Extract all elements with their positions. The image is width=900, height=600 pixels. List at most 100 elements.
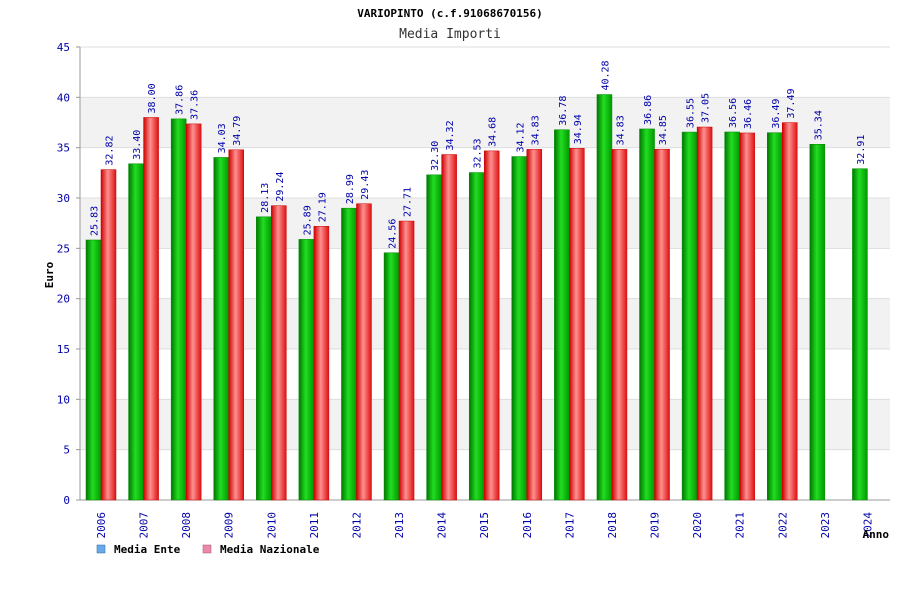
x-tick-label: 2013 xyxy=(393,512,406,539)
value-label: 32.82 xyxy=(105,136,116,166)
value-label: 37.86 xyxy=(175,85,186,115)
x-tick-label: 2018 xyxy=(606,512,619,539)
y-tick-label: 15 xyxy=(57,343,70,356)
value-label: 37.36 xyxy=(190,90,201,120)
bar-media-ente-2022 xyxy=(767,132,783,501)
value-labels: 25.83 32.82 33.40 38.00 37.86 37.36 34.03 34.79… xyxy=(90,60,867,248)
value-label: 29.43 xyxy=(360,170,371,200)
value-label: 25.89 xyxy=(302,205,313,235)
x-tick-label: 2011 xyxy=(308,512,321,539)
value-label: 34.85 xyxy=(658,115,669,145)
bar-media-nazionale-2017 xyxy=(569,148,585,501)
x-tick-label: 2021 xyxy=(734,512,747,539)
legend: Media Ente Media Nazionale xyxy=(96,543,320,556)
legend-swatch-media-ente xyxy=(96,544,106,554)
x-axis-label: Anno xyxy=(863,528,890,541)
value-label: 32.91 xyxy=(856,135,867,165)
x-tick-label: 2020 xyxy=(691,512,704,539)
bar-media-nazionale-2020 xyxy=(696,126,713,501)
value-label: 36.49 xyxy=(771,99,782,129)
value-label: 27.71 xyxy=(403,187,414,217)
bar-media-nazionale-2021 xyxy=(739,132,755,501)
bar-media-ente-2012 xyxy=(341,207,357,501)
x-tick-label: 2022 xyxy=(776,512,789,539)
bar-media-nazionale-2012 xyxy=(356,203,372,501)
bar-media-nazionale-2008 xyxy=(185,123,202,501)
bar-media-ente-2009 xyxy=(213,157,229,501)
bar-media-ente-2008 xyxy=(170,118,187,501)
plot-band xyxy=(80,47,890,98)
bar-media-ente-2018 xyxy=(596,94,613,501)
y-tick-label: 30 xyxy=(57,192,70,205)
x-tick-label: 2007 xyxy=(138,512,151,539)
value-label: 32.30 xyxy=(430,141,441,171)
value-label: 36.78 xyxy=(558,96,569,126)
value-label: 36.86 xyxy=(643,95,654,125)
value-label: 34.79 xyxy=(232,116,243,146)
chart-title: VARIOPINTO (c.f.91068670156) xyxy=(357,7,542,20)
bar-media-ente-2006 xyxy=(85,239,102,501)
x-tick-label: 2009 xyxy=(223,512,236,539)
value-label: 34.68 xyxy=(488,117,499,147)
bar-media-ente-2014 xyxy=(426,174,442,501)
y-tick-label: 35 xyxy=(57,142,70,155)
value-label: 37.05 xyxy=(701,93,712,123)
x-tick-label: 2008 xyxy=(180,512,193,539)
legend-swatch-media-nazionale xyxy=(202,544,212,554)
value-label: 34.83 xyxy=(615,115,626,145)
bar-media-nazionale-2013 xyxy=(398,220,415,501)
value-label: 34.03 xyxy=(217,123,228,153)
bar-media-ente-2016 xyxy=(511,156,528,501)
bar-media-nazionale-2022 xyxy=(782,122,798,501)
plot-band xyxy=(80,97,890,148)
value-label: 36.55 xyxy=(686,98,697,128)
y-tick-label: 40 xyxy=(57,91,70,104)
value-label: 34.94 xyxy=(573,114,584,144)
value-label: 34.32 xyxy=(445,120,456,150)
value-label: 34.12 xyxy=(515,122,526,152)
bar-media-nazionale-2019 xyxy=(654,148,670,501)
x-tick-label: 2024 xyxy=(861,512,874,539)
bar-media-nazionale-2011 xyxy=(313,226,330,501)
value-label: 32.53 xyxy=(473,138,484,168)
bars xyxy=(85,94,868,501)
value-label: 25.83 xyxy=(90,206,101,236)
legend-label-media-ente: Media Ente xyxy=(114,543,181,556)
bar-media-nazionale-2009 xyxy=(228,149,244,501)
y-tick-label: 45 xyxy=(57,41,70,54)
bar-media-ente-2017 xyxy=(554,129,570,501)
x-tick-label: 2019 xyxy=(649,512,662,539)
bar-media-ente-2013 xyxy=(383,252,400,501)
value-label: 37.49 xyxy=(786,88,797,118)
bar-media-nazionale-2018 xyxy=(611,149,628,501)
value-label: 35.34 xyxy=(813,110,824,140)
x-tick-label: 2023 xyxy=(819,512,832,539)
x-tick-label: 2006 xyxy=(95,512,108,539)
y-tick-label: 20 xyxy=(57,293,70,306)
x-tick-label: 2010 xyxy=(265,512,278,539)
y-axis-label: Euro xyxy=(43,261,56,288)
y-axis-ticks: 0 5 10 15 20 25 30 35 40 45 xyxy=(57,41,70,507)
bar-media-ente-2010 xyxy=(256,216,272,501)
value-label: 28.99 xyxy=(345,174,356,204)
value-label: 34.83 xyxy=(530,115,541,145)
bar-media-ente-2007 xyxy=(128,163,144,501)
bar-media-ente-2019 xyxy=(639,128,655,501)
bar-media-nazionale-2015 xyxy=(483,150,500,501)
value-label: 27.19 xyxy=(317,192,328,222)
y-tick-label: 10 xyxy=(57,393,70,406)
bar-media-nazionale-2016 xyxy=(526,149,543,501)
value-label: 24.56 xyxy=(388,219,399,249)
bar-media-nazionale-2006 xyxy=(100,169,117,501)
chart-subtitle: Media Importi xyxy=(399,27,501,42)
bar-media-ente-2011 xyxy=(298,239,315,501)
bar-media-nazionale-2010 xyxy=(271,205,287,501)
x-tick-label: 2017 xyxy=(563,512,576,539)
y-tick-label: 5 xyxy=(63,444,70,457)
bar-media-ente-2020 xyxy=(681,131,698,501)
bar-media-ente-2024 xyxy=(852,168,868,501)
value-label: 36.56 xyxy=(728,98,739,128)
bar-media-ente-2021 xyxy=(724,131,740,501)
value-label: 40.28 xyxy=(600,60,611,90)
bar-media-ente-2015 xyxy=(468,172,485,501)
